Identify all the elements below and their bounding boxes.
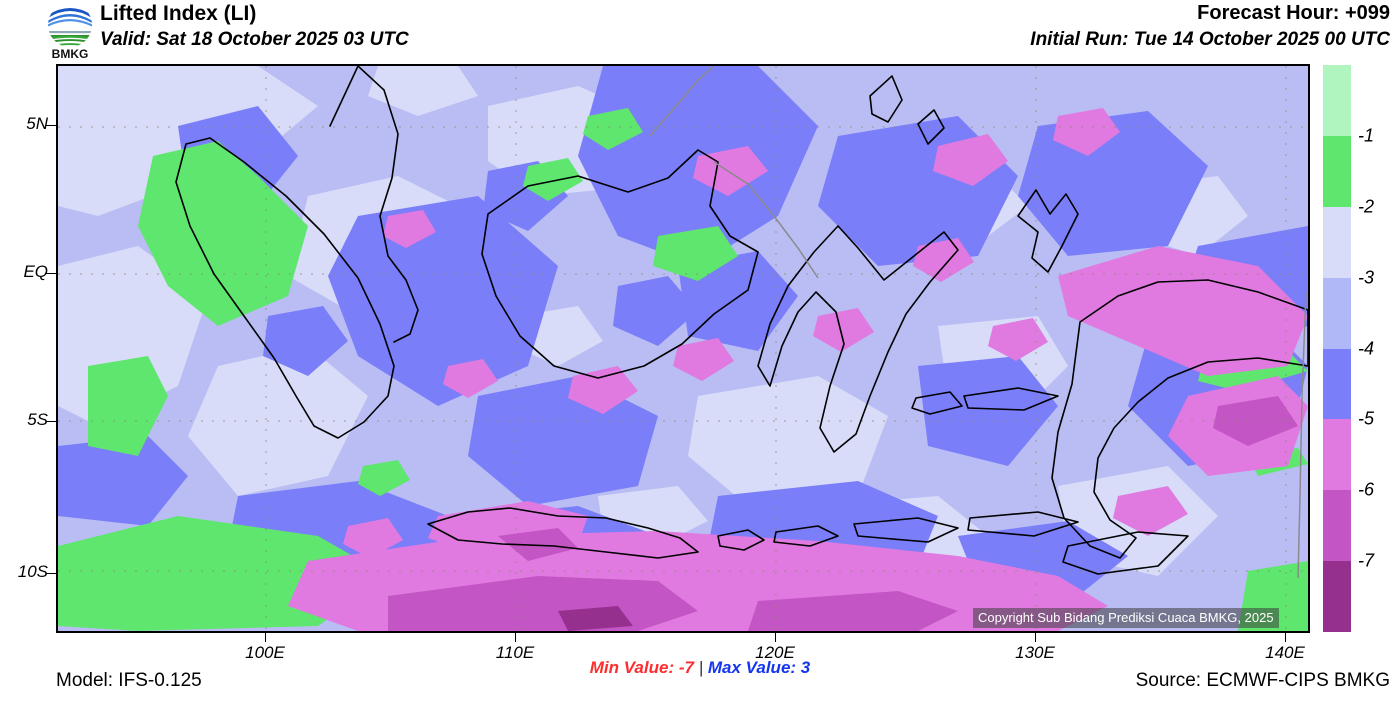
lat-tick-mark bbox=[46, 421, 56, 422]
forecast-map[interactable] bbox=[56, 64, 1310, 633]
color-scale-band bbox=[1323, 135, 1351, 207]
initial-run-label: Initial Run: Tue 14 October 2025 00 UTC bbox=[1030, 29, 1390, 50]
lat-tick-label: EQ bbox=[23, 262, 48, 281]
lat-tick-mark bbox=[46, 573, 56, 574]
color-scale-band bbox=[1323, 419, 1351, 491]
color-scale-band bbox=[1323, 561, 1351, 632]
lon-tick-label: 120E bbox=[755, 643, 795, 662]
color-scale-band bbox=[1323, 348, 1351, 420]
color-scale-band bbox=[1323, 277, 1351, 349]
min-value-label: Min Value: bbox=[589, 658, 675, 677]
source-label: Source: ECMWF-CIPS BMKG bbox=[1135, 670, 1390, 691]
bmkg-logo: BMKG bbox=[40, 2, 100, 60]
page-title: Lifted Index (LI) bbox=[100, 2, 257, 25]
lon-tick-mark bbox=[515, 633, 516, 642]
color-scale-tick-label: -4 bbox=[1358, 338, 1375, 358]
model-label: Model: IFS-0.125 bbox=[56, 670, 202, 691]
color-scale-tick-label: -2 bbox=[1358, 196, 1375, 217]
lat-tick-mark bbox=[46, 273, 56, 274]
lon-tick-mark bbox=[775, 633, 776, 642]
lon-tick-mark bbox=[1035, 633, 1036, 642]
lon-tick-label: 140E bbox=[1265, 643, 1305, 662]
header-bar: BMKG Lifted Index (LI) Valid: Sat 18 Oct… bbox=[0, 0, 1400, 60]
color-scale-band bbox=[1323, 206, 1351, 278]
lon-tick-label: 110E bbox=[495, 643, 535, 662]
min-value: -7 bbox=[678, 658, 694, 677]
min-max-readout: Min Value: -7 | Max Value: 3 bbox=[0, 658, 1400, 678]
color-scale-band bbox=[1323, 490, 1351, 562]
color-scale-tick-label: -7 bbox=[1358, 550, 1375, 571]
color-scale-tick-label: -3 bbox=[1358, 267, 1375, 288]
forecast-hour-label: Forecast Hour: +099 bbox=[1197, 2, 1390, 24]
lat-tick-label: 10S bbox=[17, 562, 48, 581]
lon-tick-mark bbox=[265, 633, 266, 642]
color-scale-bar bbox=[1322, 64, 1352, 633]
logo-text: BMKG bbox=[52, 47, 89, 60]
map-color-field bbox=[58, 66, 1308, 631]
color-scale-band bbox=[1323, 65, 1351, 136]
lon-tick-label: 100E bbox=[245, 643, 285, 662]
max-value-label: Max Value: bbox=[707, 658, 797, 677]
lon-tick-mark bbox=[1285, 633, 1286, 642]
lat-tick-label: 5N bbox=[26, 114, 48, 133]
lat-tick-label: 5S bbox=[27, 410, 48, 429]
color-scale-tick-label: -6 bbox=[1358, 479, 1375, 500]
max-value: 3 bbox=[800, 658, 811, 677]
valid-time-label: Valid: Sat 18 October 2025 03 UTC bbox=[100, 29, 409, 50]
color-scale-tick-label: -1 bbox=[1358, 125, 1375, 146]
copyright-watermark: Copyright Sub Bidang Prediksi Cuaca BMKG… bbox=[973, 608, 1279, 628]
color-scale-tick-label: -5 bbox=[1358, 408, 1375, 429]
lat-tick-mark bbox=[46, 125, 56, 126]
minmax-separator: | bbox=[698, 658, 704, 677]
lon-tick-label: 130E bbox=[1015, 643, 1055, 662]
